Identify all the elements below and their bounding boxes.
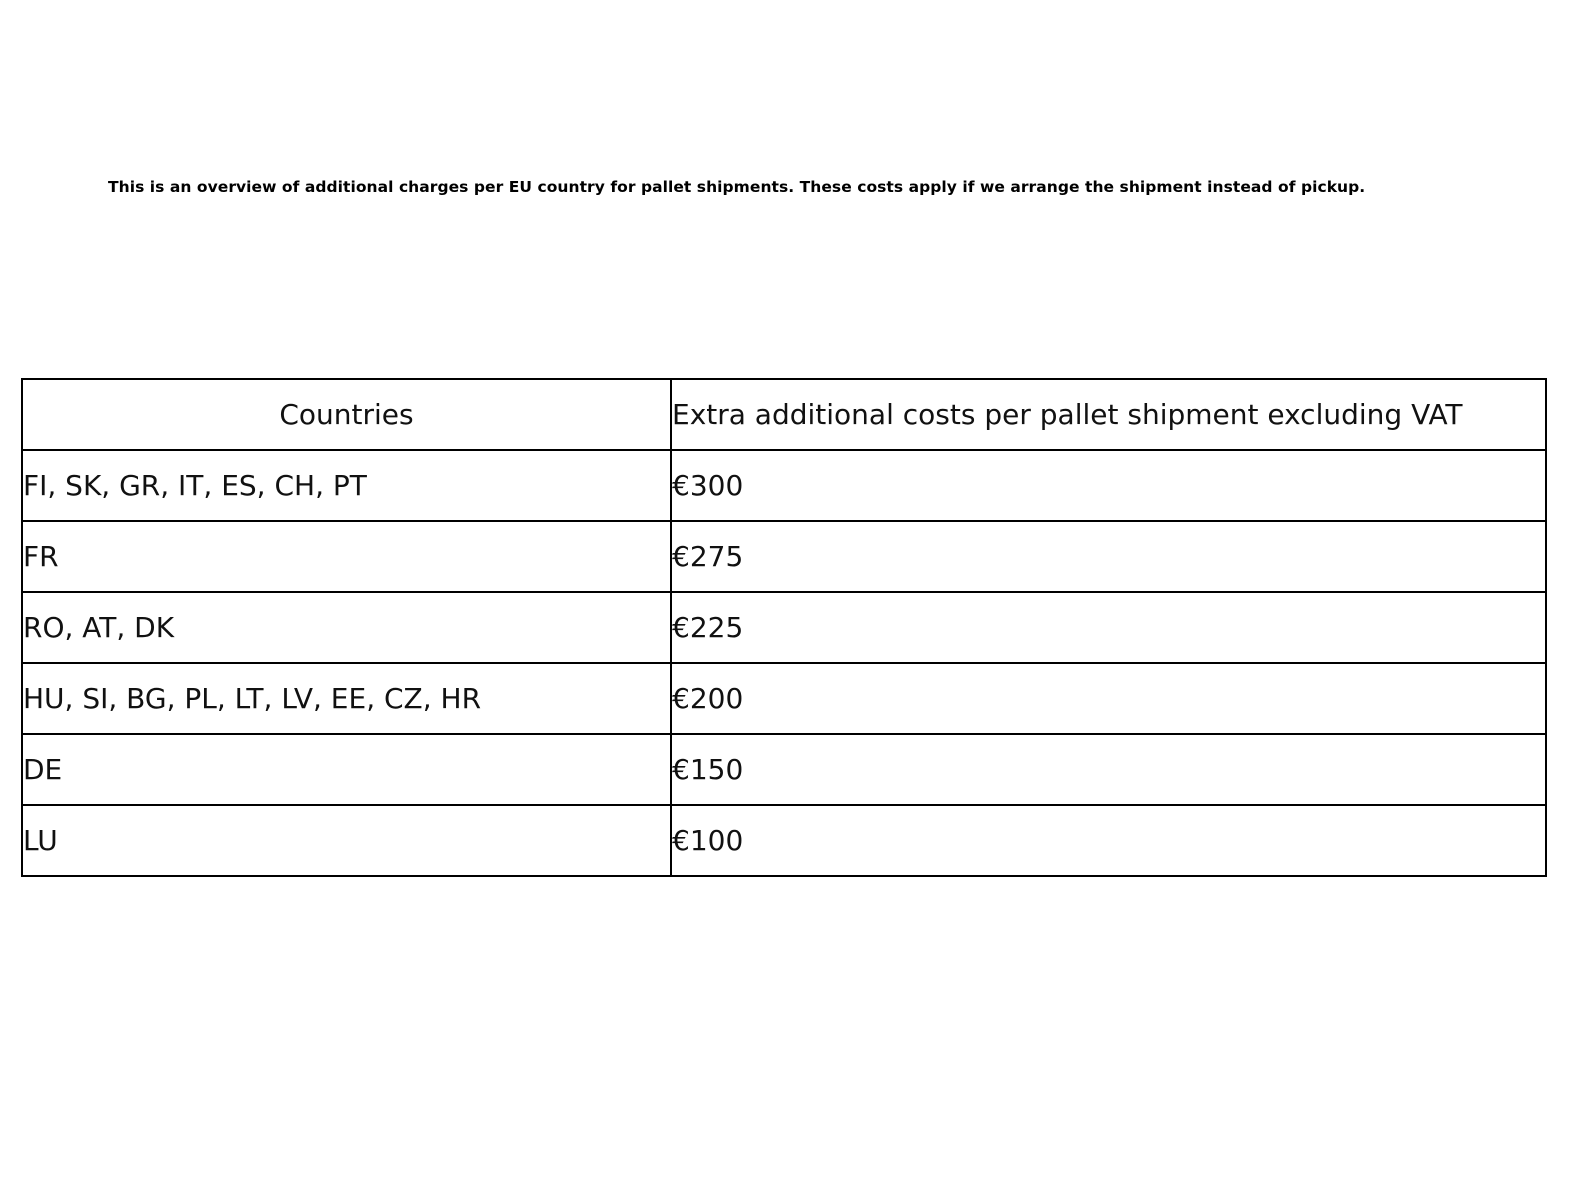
table-header: Countries Extra additional costs per pal…	[21, 378, 1547, 451]
column-header-extra-costs: Extra additional costs per pallet shipme…	[670, 378, 1547, 451]
cell-countries: HU, SI, BG, PL, LT, LV, EE, CZ, HR	[21, 662, 672, 735]
intro-note: This is an overview of additional charge…	[108, 177, 1366, 196]
cell-cost: €300	[670, 449, 1547, 522]
cell-countries: RO, AT, DK	[21, 591, 672, 664]
table-row: RO, AT, DK €225	[21, 591, 1547, 664]
table-row: FR €275	[21, 520, 1547, 593]
table-row: LU €100	[21, 804, 1547, 877]
cell-countries: LU	[21, 804, 672, 877]
cell-countries: DE	[21, 733, 672, 806]
cell-countries: FR	[21, 520, 672, 593]
table-body: FI, SK, GR, IT, ES, CH, PT €300 FR €275 …	[21, 449, 1547, 877]
table-row: DE €150	[21, 733, 1547, 806]
charges-table: Countries Extra additional costs per pal…	[21, 378, 1547, 877]
cell-cost: €100	[670, 804, 1547, 877]
table-header-row: Countries Extra additional costs per pal…	[21, 378, 1547, 451]
table-row: FI, SK, GR, IT, ES, CH, PT €300	[21, 449, 1547, 522]
table-row: HU, SI, BG, PL, LT, LV, EE, CZ, HR €200	[21, 662, 1547, 735]
cell-countries: FI, SK, GR, IT, ES, CH, PT	[21, 449, 672, 522]
cell-cost: €200	[670, 662, 1547, 735]
cell-cost: €225	[670, 591, 1547, 664]
column-header-countries: Countries	[21, 378, 672, 451]
cell-cost: €275	[670, 520, 1547, 593]
charges-table-container: Countries Extra additional costs per pal…	[21, 378, 1547, 877]
cell-cost: €150	[670, 733, 1547, 806]
